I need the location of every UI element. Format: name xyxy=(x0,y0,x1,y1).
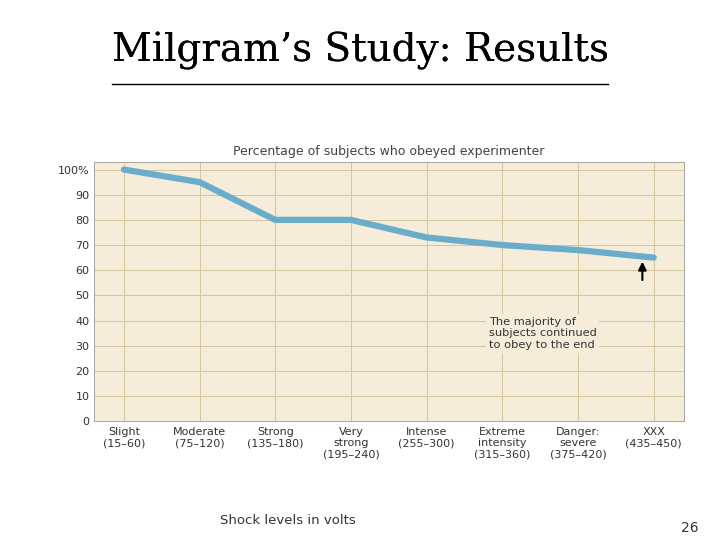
Text: The majority of
subjects continued
to obey to the end: The majority of subjects continued to ob… xyxy=(489,316,597,350)
Text: Milgram’s Study: Results: Milgram’s Study: Results xyxy=(112,32,608,70)
Text: Milgram’s Study: Results: Milgram’s Study: Results xyxy=(112,32,608,70)
Title: Percentage of subjects who obeyed experimenter: Percentage of subjects who obeyed experi… xyxy=(233,145,544,158)
Text: 26: 26 xyxy=(681,521,698,535)
Text: Shock levels in volts: Shock levels in volts xyxy=(220,514,356,526)
